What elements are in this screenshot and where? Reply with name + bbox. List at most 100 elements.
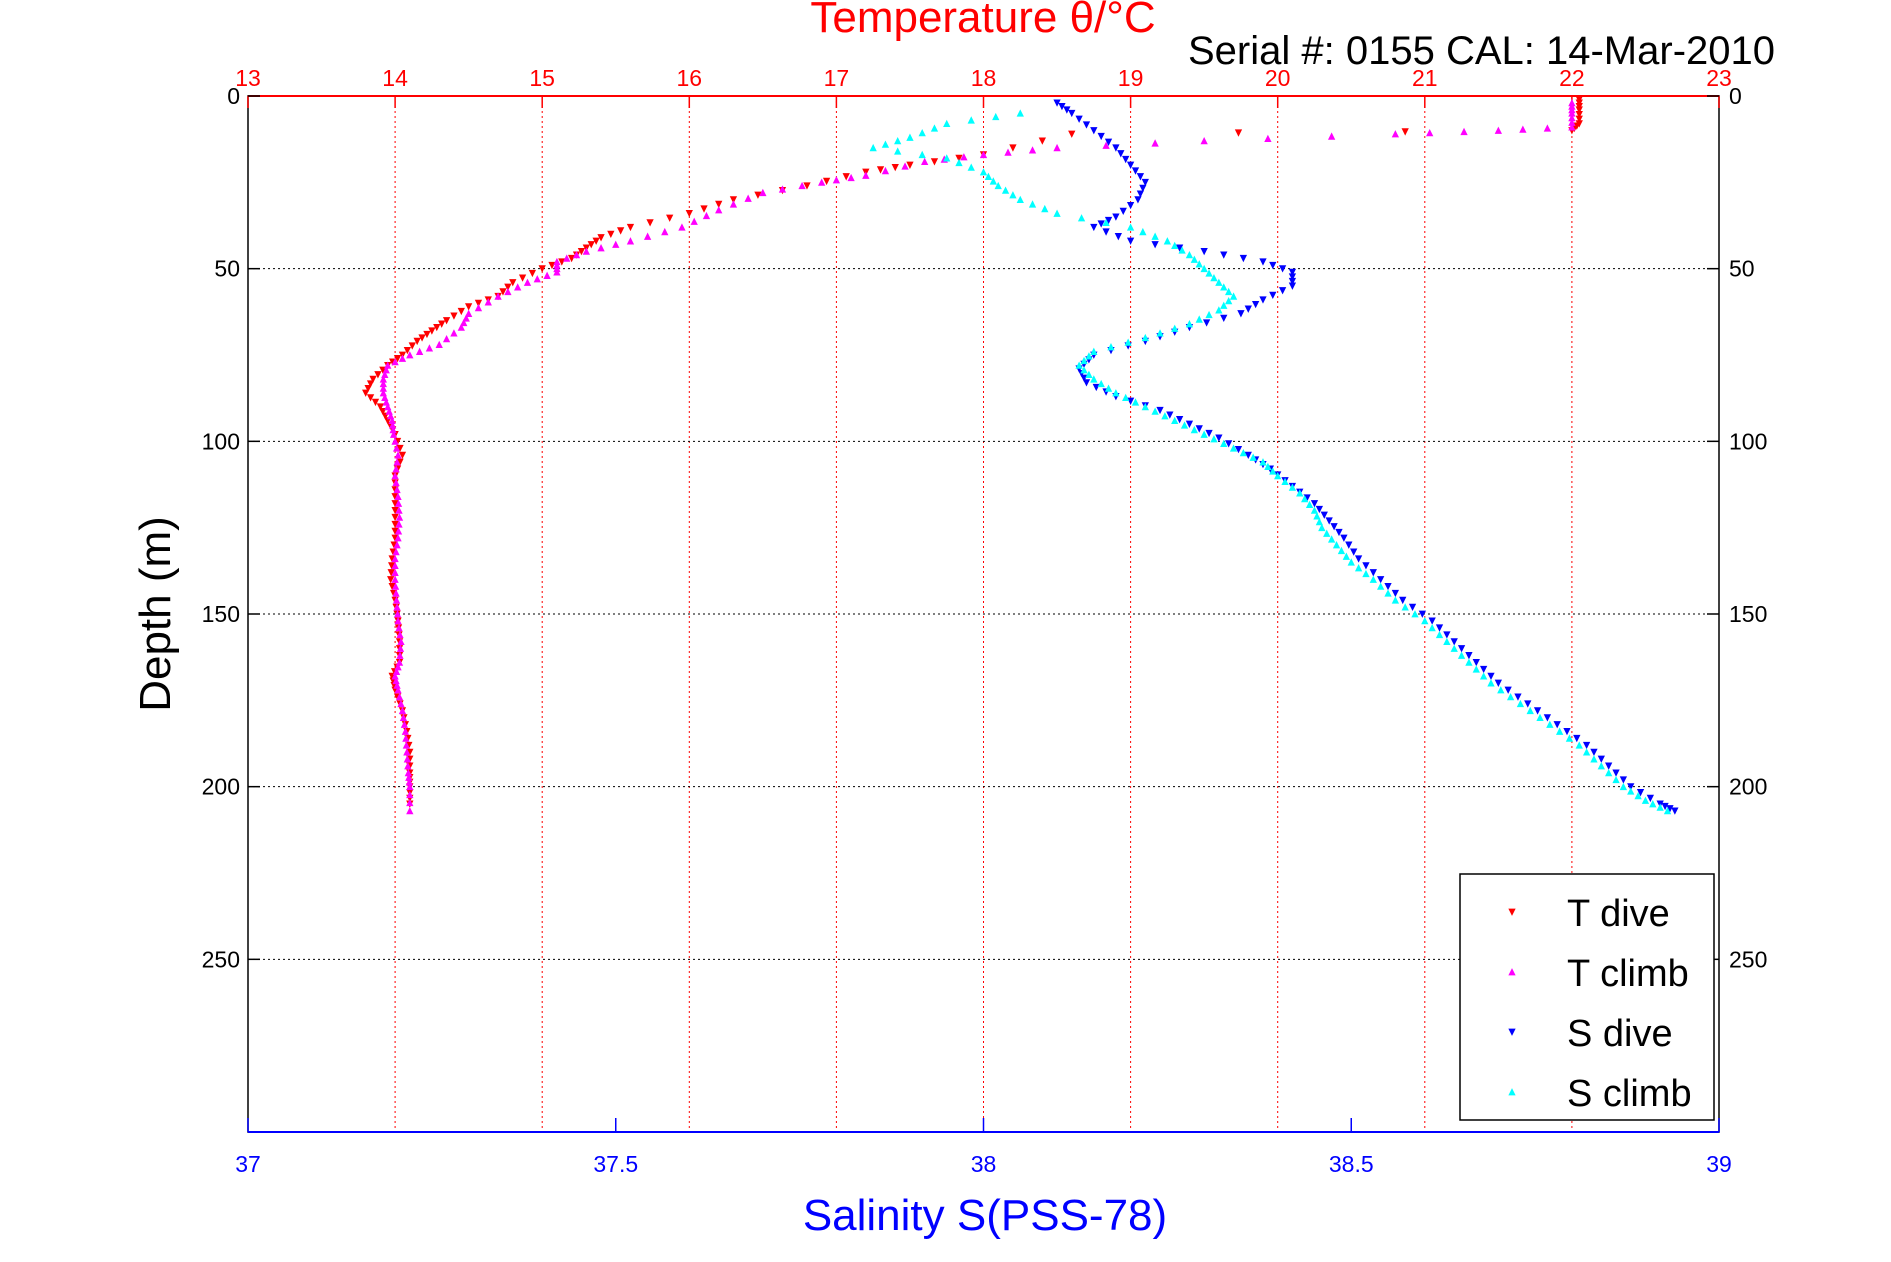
data-point — [1335, 528, 1343, 537]
data-point — [1244, 451, 1252, 460]
data-point — [465, 303, 473, 311]
data-point — [442, 317, 451, 325]
data-point — [1636, 789, 1645, 797]
data-point — [1009, 144, 1017, 152]
data-point — [1220, 283, 1228, 291]
data-point — [391, 575, 399, 583]
data-point — [394, 617, 402, 625]
data-point — [1641, 796, 1650, 804]
data-point — [401, 727, 410, 735]
data-point — [1612, 775, 1620, 784]
data-point — [847, 173, 855, 182]
data-point — [403, 755, 412, 763]
data-point — [1369, 569, 1377, 577]
data-point — [392, 478, 400, 487]
data-point — [391, 507, 399, 515]
data-point — [1543, 714, 1552, 722]
data-point — [715, 200, 723, 209]
data-point — [894, 147, 902, 155]
tick-label-right: 150 — [1729, 601, 1767, 627]
data-point — [1575, 102, 1583, 111]
data-point — [626, 223, 635, 232]
data-point — [392, 596, 401, 604]
data-point — [1345, 541, 1353, 549]
data-point — [413, 337, 421, 346]
data-point — [572, 250, 581, 259]
data-point — [374, 371, 382, 379]
data-points — [362, 96, 1679, 815]
data-point — [1278, 287, 1287, 295]
data-point — [393, 485, 401, 494]
data-point — [403, 748, 411, 756]
data-point — [1102, 228, 1110, 236]
data-point — [400, 720, 409, 728]
data-point — [442, 334, 451, 343]
series-s-dive — [1053, 99, 1679, 815]
data-point — [1666, 805, 1674, 813]
data-point — [548, 261, 556, 270]
data-point — [1171, 241, 1179, 250]
data-point — [1401, 128, 1409, 136]
data-point — [1200, 248, 1208, 256]
data-point — [1457, 651, 1466, 659]
data-point — [1053, 99, 1061, 107]
data-point — [1590, 755, 1598, 763]
data-point — [397, 637, 405, 646]
data-point — [398, 354, 407, 362]
data-point — [943, 119, 951, 128]
data-point — [1327, 535, 1336, 543]
data-point — [989, 177, 997, 185]
data-point — [1136, 173, 1145, 181]
data-point — [1112, 389, 1120, 397]
data-point — [1131, 398, 1140, 406]
data-point — [1175, 416, 1184, 424]
data-point — [1141, 402, 1149, 411]
data-point — [1092, 383, 1100, 392]
data-point — [1435, 630, 1444, 639]
data-point — [1384, 582, 1392, 591]
data-point — [1401, 603, 1409, 611]
data-point — [1296, 489, 1304, 497]
data-point — [1555, 727, 1564, 735]
data-point — [1325, 517, 1333, 525]
data-point — [1391, 596, 1400, 604]
data-point — [1391, 589, 1400, 598]
tick-label-right: 200 — [1729, 774, 1767, 800]
data-point — [1323, 529, 1331, 537]
legend-marker — [1508, 908, 1516, 916]
data-point — [391, 513, 399, 522]
data-point — [1239, 254, 1248, 263]
data-point — [394, 527, 403, 535]
data-point — [1526, 706, 1534, 715]
data-point — [394, 499, 403, 507]
data-point — [1330, 523, 1338, 531]
data-point — [1124, 338, 1132, 346]
tick-label-bottom: 37.5 — [593, 1151, 638, 1177]
data-point — [1536, 713, 1544, 721]
data-point — [1399, 596, 1407, 605]
grid — [248, 96, 1719, 1132]
data-point — [1288, 282, 1297, 290]
data-point — [1605, 768, 1613, 777]
data-point — [465, 309, 473, 317]
data-point — [1080, 366, 1088, 374]
data-point — [533, 275, 541, 283]
tick-label-top: 13 — [235, 65, 261, 91]
data-point — [1288, 268, 1297, 277]
data-point — [1487, 679, 1495, 687]
tick-label-right: 0 — [1729, 83, 1742, 109]
data-point — [1377, 576, 1385, 584]
data-point — [729, 200, 738, 208]
data-point — [402, 741, 411, 749]
legend-marker — [1508, 1088, 1516, 1096]
data-point — [1161, 412, 1169, 420]
data-point — [930, 124, 939, 132]
data-point — [1122, 155, 1130, 164]
data-point — [1200, 430, 1208, 438]
data-point — [906, 161, 914, 169]
data-point — [1090, 127, 1098, 135]
tick-label-top: 20 — [1265, 65, 1291, 91]
data-point — [1553, 721, 1561, 729]
tick-label-top: 21 — [1412, 65, 1438, 91]
data-point — [582, 247, 590, 255]
